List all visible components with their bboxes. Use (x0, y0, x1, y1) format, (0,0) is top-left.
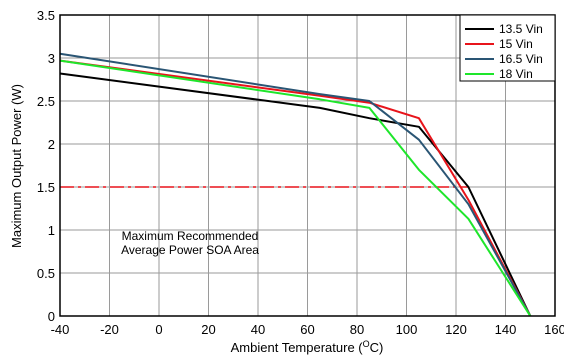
x-tick-label-3: 20 (201, 322, 215, 337)
annotation-line-1: Maximum Recommended (122, 229, 259, 243)
y-tick-label-4: 2 (48, 137, 55, 152)
x-tick-label-9: 140 (495, 322, 517, 337)
x-tick-label-7: 100 (396, 322, 418, 337)
x-tick-labels: -40 -20 0 20 40 60 80 100 120 140 160 (51, 322, 564, 337)
x-axis-label-suffix: C) (370, 340, 384, 355)
series-lines (59, 52, 532, 317)
x-tick-label-1: -20 (100, 322, 119, 337)
y-tick-label-7: 3.5 (37, 8, 55, 23)
y-axis-label: Maximum Output Power (W) (9, 84, 24, 248)
y-tick-label-2: 1 (48, 223, 55, 238)
x-tick-label-0: -40 (51, 322, 70, 337)
legend-label-0: 13.5 Vin (499, 22, 543, 36)
legend-label-2: 16.5 Vin (499, 52, 543, 66)
annotation-line-2: Average Power SOA Area (121, 243, 259, 257)
x-tick-label-6: 80 (350, 322, 364, 337)
x-tick-label-5: 60 (300, 322, 314, 337)
x-tick-label-4: 40 (251, 322, 265, 337)
plot-frame (59, 14, 556, 317)
series-line-2 (59, 52, 532, 317)
y-tick-label-6: 3 (48, 51, 55, 66)
y-tick-label-0: 0 (48, 309, 55, 324)
x-tick-label-10: 160 (544, 322, 564, 337)
legend-label-1: 15 Vin (499, 37, 533, 51)
x-tick-label-2: 0 (155, 322, 162, 337)
y-tick-labels: 0 0.5 1 1.5 2 2.5 3 3.5 (37, 8, 55, 324)
legend-label-3: 18 Vin (499, 67, 533, 81)
x-tick-label-8: 120 (445, 322, 467, 337)
series-line-1 (59, 59, 532, 317)
series-line-3 (59, 59, 532, 317)
y-tick-label-5: 2.5 (37, 94, 55, 109)
legend-box (459, 14, 556, 82)
series-line-0 (59, 72, 532, 317)
x-axis-label-sup: O (363, 339, 370, 349)
x-axis-label-main: Ambient Temperature ( (231, 340, 364, 355)
x-axis-label: Ambient Temperature (OC) (231, 339, 384, 355)
y-tick-label-3: 1.5 (37, 180, 55, 195)
y-tick-label-1: 0.5 (37, 266, 55, 281)
